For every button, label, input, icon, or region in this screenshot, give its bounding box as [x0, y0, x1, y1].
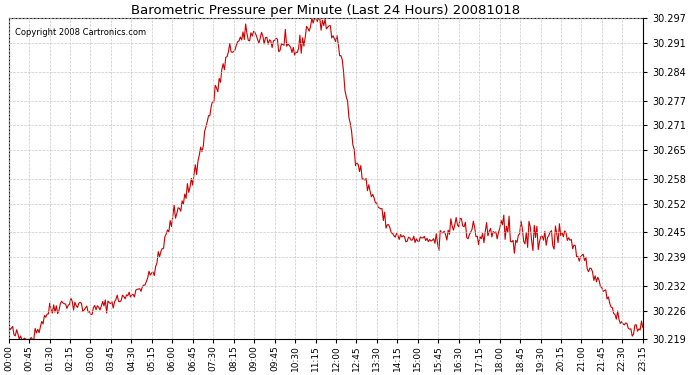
Text: Copyright 2008 Cartronics.com: Copyright 2008 Cartronics.com	[15, 28, 146, 37]
Title: Barometric Pressure per Minute (Last 24 Hours) 20081018: Barometric Pressure per Minute (Last 24 …	[131, 4, 520, 17]
